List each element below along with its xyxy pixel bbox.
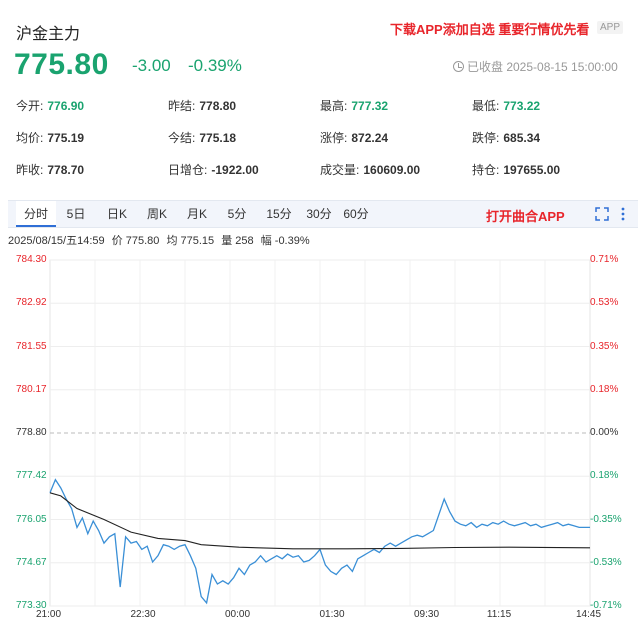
info-average: 均 775.15 <box>166 235 215 247</box>
y-tick-label: 784.30 <box>16 254 47 265</box>
stat-item: 涨停: 872.24 <box>320 129 388 146</box>
download-app-link[interactable]: 下载APP添加自选 重要行情优先看 <box>390 22 590 37</box>
y-tick-label: 777.42 <box>16 470 47 482</box>
crosshair-info: 2025/08/15/五14:59 价 775.80 均 775.15 量 25… <box>8 232 314 248</box>
page-title: 沪金主力 <box>16 26 81 43</box>
stat-value: 775.18 <box>199 131 237 145</box>
y-tick-pct-label: 0.71% <box>590 254 619 265</box>
y-tick-pct-label: 0.35% <box>590 340 619 352</box>
y-tick-label: 780.17 <box>16 383 47 395</box>
stat-label: 昨结: <box>168 99 196 113</box>
y-tick-label: 782.92 <box>16 297 47 309</box>
y-tick-label: 776.05 <box>16 513 47 525</box>
y-tick-label: 781.55 <box>16 340 47 352</box>
fullscreen-icon[interactable] <box>595 207 609 226</box>
stat-item: 最高: 777.32 <box>320 97 388 114</box>
last-price: 775.80 <box>14 48 109 81</box>
stat-label: 最低: <box>472 99 500 113</box>
tab-1[interactable]: 5日 <box>66 207 86 221</box>
stat-value: 776.90 <box>47 99 85 113</box>
stat-item: 均价: 775.19 <box>16 129 84 146</box>
series-average-line <box>49 492 591 550</box>
x-tick-label: 09:30 <box>414 609 440 620</box>
y-tick-pct-label: 0.00% <box>590 427 619 438</box>
stat-value: 777.32 <box>351 99 389 113</box>
series-price-line <box>49 478 590 605</box>
x-tick-label: 21:00 <box>36 609 62 620</box>
stat-label: 均价: <box>16 131 44 145</box>
x-tick-label: 11:15 <box>486 609 512 620</box>
stat-item: 日增仓: -1922.00 <box>168 161 259 178</box>
stat-item: 持仓: 197655.00 <box>472 161 560 178</box>
stat-item: 跌停: 685.34 <box>472 129 540 146</box>
y-tick-label: 778.80 <box>16 427 47 438</box>
stat-item: 昨结: 778.80 <box>168 97 236 114</box>
y-tick-pct-label: 0.18% <box>590 470 619 482</box>
stat-item: 今开: 776.90 <box>16 97 84 114</box>
x-tick-label: 14:45 <box>576 609 602 620</box>
y-tick-pct-label: 0.18% <box>590 383 619 395</box>
x-tick-label: 01:30 <box>319 609 345 620</box>
clock-icon <box>453 61 464 72</box>
tab-0[interactable]: 分时 <box>16 201 56 227</box>
tab-4[interactable]: 月K <box>186 207 207 221</box>
info-amplitude: 幅 -0.39% <box>260 235 310 247</box>
tab-8[interactable]: 60分 <box>343 207 369 221</box>
open-app-link[interactable]: 打开曲合APP <box>486 209 565 224</box>
info-time: 2025/08/15/五14:59 <box>8 235 105 247</box>
stat-value: 775.19 <box>47 131 85 145</box>
tab-3[interactable]: 周K <box>146 207 167 221</box>
tab-6[interactable]: 15分 <box>266 207 292 221</box>
x-tick-label: 00:00 <box>225 609 251 620</box>
stat-value: -1922.00 <box>211 163 259 177</box>
market-status-text: 已收盘 2025-08-15 15:00:00 <box>467 60 618 74</box>
tab-5[interactable]: 5分 <box>227 207 247 221</box>
stat-item: 成交量: 160609.00 <box>320 161 420 178</box>
info-volume: 量 258 <box>221 235 254 247</box>
stat-label: 最高: <box>320 99 348 113</box>
stat-value: 778.70 <box>47 163 85 177</box>
stat-label: 持仓: <box>472 163 500 177</box>
y-tick-pct-label: 0.53% <box>590 297 619 309</box>
price-change-percent: -0.39% <box>188 56 242 75</box>
stat-item: 昨收: 778.70 <box>16 161 84 178</box>
stat-label: 今结: <box>168 131 196 145</box>
stat-value: 160609.00 <box>363 163 421 177</box>
intraday-chart-svg[interactable] <box>0 248 640 624</box>
info-price: 价 775.80 <box>111 235 160 247</box>
chart-period-tabs: 打开曲合APP 分时 5日 日K 周K 月K 5分 15分 30分 60分 <box>8 200 638 228</box>
stat-label: 涨停: <box>320 131 348 145</box>
stat-value: 778.80 <box>199 99 237 113</box>
y-tick-label: 773.30 <box>16 600 47 611</box>
y-tick-pct-label: -0.35% <box>590 513 622 525</box>
stat-value: 773.22 <box>503 99 541 113</box>
y-tick-pct-label: -0.71% <box>590 600 622 611</box>
stat-value: 197655.00 <box>503 163 561 177</box>
stat-label: 跌停: <box>472 131 500 145</box>
app-badge[interactable]: APP <box>597 21 624 34</box>
stat-value: 872.24 <box>351 131 389 145</box>
x-tick-label: 22:30 <box>130 609 156 620</box>
more-icon[interactable] <box>620 207 626 226</box>
stat-label: 今开: <box>16 99 44 113</box>
market-status: 已收盘 2025-08-15 15:00:00 <box>453 58 618 75</box>
quote-stats: 今开: 776.90 昨结: 778.80 最高: 777.32 最低: 773.22 均价: 7… <box>0 90 640 186</box>
tab-2[interactable]: 日K <box>106 207 127 221</box>
stat-label: 成交量: <box>320 163 360 177</box>
stat-item: 今结: 775.18 <box>168 129 236 146</box>
stat-label: 日增仓: <box>168 163 208 177</box>
intraday-chart[interactable]: 784.30 0.71% 782.92 0.53% 781.55 0.35% 780.17 0… <box>0 248 640 624</box>
stat-item: 最低: 773.22 <box>472 97 540 114</box>
stat-label: 昨收: <box>16 163 44 177</box>
y-tick-label: 774.67 <box>16 556 47 568</box>
tab-7[interactable]: 30分 <box>306 207 332 221</box>
y-tick-pct-label: -0.53% <box>590 556 622 568</box>
stat-value: 685.34 <box>503 131 541 145</box>
price-change: -3.00 <box>132 56 171 75</box>
quote-header: 沪金主力 下载APP添加自选 重要行情优先看 APP 775.80 -3.00 … <box>0 0 640 90</box>
